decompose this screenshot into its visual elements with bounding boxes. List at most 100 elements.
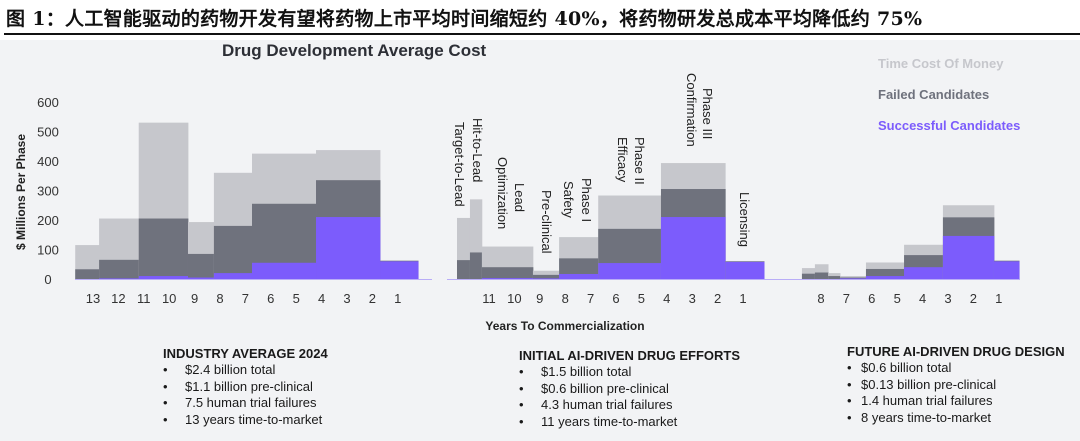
x-tick-label: 8 [562, 291, 569, 306]
x-tick-label: 11 [482, 291, 496, 306]
summary-item: • 11 years time-to-market [519, 414, 740, 431]
x-tick-label: 2 [970, 291, 977, 306]
summary-item: • 1.4 human trial failures [847, 393, 1065, 410]
y-tick-label: 100 [37, 243, 59, 258]
x-tick-label: 3 [689, 291, 696, 306]
summary-item-text: $0.6 billion total [861, 360, 952, 375]
y-tick-label: 400 [37, 154, 59, 169]
successful-candidates-bar [481, 278, 534, 279]
x-tick-label: 10 [162, 291, 176, 306]
phase-label: Efficacy [615, 137, 630, 183]
x-tick-label: 1 [394, 291, 401, 306]
bullet: • [847, 376, 852, 392]
phase-label: Phase III [700, 88, 715, 139]
failed-candidates-bar [532, 274, 560, 279]
x-tick-label: 4 [663, 291, 670, 306]
bars [75, 122, 1020, 280]
bullet: • [847, 409, 852, 425]
x-tick-label: 5 [293, 291, 300, 306]
successful-candidates-bar [840, 278, 867, 279]
phase-label: Pre-clinical [539, 190, 554, 254]
summary-future-ai: FUTURE AI-DRIVEN DRUG DESIGN • $0.6 billi… [847, 344, 1065, 426]
summary-item-text: $2.4 billion total [185, 362, 276, 377]
failed-candidates-bar [828, 276, 841, 279]
x-ticks: 13 12 11 10 9 8 7 6 5 4 3 2 1 11 10 9 8 7 6 5 4 3 2 1 8 7 6 5 4 3 2 1 [86, 291, 1003, 306]
bullet: • [519, 397, 524, 412]
summary-item: • 13 years time-to-market [163, 412, 328, 429]
y-ticks: 0 100 200 300 400 500 600 [37, 95, 59, 287]
summary-item-text: $1.5 billion total [541, 364, 632, 379]
bullet: • [519, 380, 524, 396]
y-tick-label: 300 [37, 184, 59, 199]
summary-title: INITIAL AI-DRIVEN DRUG EFFORTS [519, 348, 740, 363]
phase-label: Lead [512, 183, 527, 212]
bullet: • [163, 362, 168, 377]
successful-candidates-bar [904, 267, 944, 279]
successful-candidates-bar [598, 263, 662, 279]
legend-item: Successful Candidates [878, 118, 1020, 133]
phase-label: Confirmation [684, 73, 699, 147]
legend-item: Failed Candidates [878, 87, 989, 102]
x-tick-label: 9 [536, 291, 543, 306]
summary-item: • 7.5 human trial failures [163, 395, 328, 412]
x-tick-label: 7 [242, 291, 249, 306]
x-tick-label: 8 [817, 291, 824, 306]
caption-rule [4, 33, 1080, 35]
failed-candidates-bar [559, 258, 599, 279]
bullet: • [163, 411, 168, 427]
summary-item-text: 11 years time-to-market [541, 413, 678, 429]
x-tick-label: 9 [191, 291, 198, 306]
successful-candidates-bar [187, 277, 215, 279]
failed-candidates-bar [75, 269, 100, 279]
successful-candidates-bar [559, 273, 599, 279]
phase-label: Phase II [632, 137, 647, 185]
successful-candidates-bar [942, 235, 995, 279]
successful-candidates-bar [138, 276, 189, 279]
summary-industry-average: INDUSTRY AVERAGE 2024 • $2.4 billion tota… [163, 346, 328, 428]
successful-candidates-bar [865, 276, 905, 279]
summary-item: • $0.6 billion pre-clinical [519, 381, 740, 398]
successful-candidates-bar [725, 261, 765, 279]
time-cost-bar [801, 268, 816, 279]
bullet: • [519, 413, 524, 429]
failed-candidates-bar [469, 252, 483, 279]
x-tick-label: 7 [587, 291, 594, 306]
y-tick-label: 600 [37, 95, 59, 110]
successful-candidates-bar [99, 278, 140, 279]
legend: Time Cost Of Money Failed Candidates Succe… [878, 56, 1020, 133]
x-tick-label: 1 [995, 291, 1002, 306]
bullet: • [847, 393, 852, 408]
bullet: • [163, 395, 168, 410]
x-tick-label: 3 [343, 291, 350, 306]
x-tick-label: 2 [714, 291, 721, 306]
bullet: • [847, 360, 852, 375]
successful-candidates-bar [993, 261, 1020, 279]
summary-item-text: $1.1 billion pre-clinical [185, 378, 313, 394]
phase-label: Licensing [737, 192, 752, 247]
x-tick-label: 6 [868, 291, 875, 306]
failed-candidates-bar [801, 273, 816, 279]
summary-item: • $0.13 billion pre-clinical [847, 377, 1065, 394]
y-tick-label: 200 [37, 213, 59, 228]
x-tick-label: 3 [944, 291, 951, 306]
x-tick-label: 8 [216, 291, 223, 306]
x-tick-label: 13 [86, 291, 100, 306]
phase-label: Hit-to-Lead [470, 118, 485, 182]
summary-item: • $0.6 billion total [847, 360, 1065, 377]
summary-item: • 4.3 human trial failures [519, 397, 740, 414]
x-tick-label: 10 [507, 291, 521, 306]
summary-item-text: $0.6 billion pre-clinical [541, 380, 669, 396]
summary-item: • $2.4 billion total [163, 362, 328, 379]
successful-candidates-bar [252, 262, 317, 279]
failed-candidates-bar [456, 260, 471, 279]
x-tick-label: 6 [267, 291, 274, 306]
summary-item-text: 7.5 human trial failures [185, 395, 317, 410]
y-tick-label: 0 [44, 272, 51, 287]
failed-candidates-bar [481, 267, 534, 279]
x-tick-label: 11 [137, 291, 151, 306]
x-axis-label: Years To Commercialization [485, 319, 644, 333]
y-tick-label: 500 [37, 125, 59, 140]
phase-label: Phase I [579, 178, 594, 222]
failed-candidates-bar [840, 277, 867, 279]
